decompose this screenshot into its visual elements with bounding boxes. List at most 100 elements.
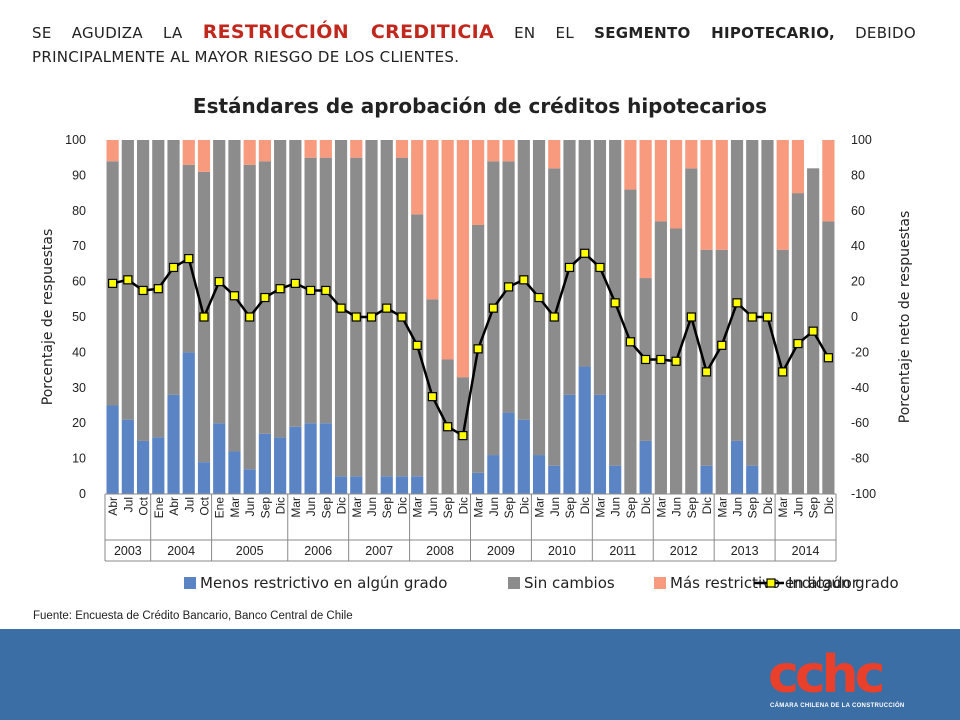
y-left-tick-label: 20 — [72, 416, 86, 430]
bar-menos-restrictivo — [411, 476, 424, 494]
x-category-label: Mar — [350, 497, 364, 518]
bar-mas-restrictivo — [776, 140, 789, 250]
footer-band: cchc CÁMARA CHILENA DE LA CONSTRUCCIÓN — [0, 629, 960, 720]
x-year-label: 2014 — [792, 544, 820, 558]
bar-sin-cambios — [746, 140, 759, 466]
x-category-label: Sep — [258, 497, 272, 519]
bar-menos-restrictivo — [563, 394, 576, 494]
x-category-label: Jun — [791, 497, 805, 516]
indicator-point — [366, 312, 377, 322]
x-category-label: Abr — [106, 497, 120, 516]
y-right-tick-label: 40 — [851, 239, 865, 253]
indicator-point — [397, 312, 407, 322]
indicator-point — [443, 422, 453, 432]
x-category-label: Mar — [289, 497, 303, 518]
bar-menos-restrictivo — [274, 437, 287, 494]
chart-title: Estándares de aprobación de créditos hip… — [193, 94, 767, 118]
bar-menos-restrictivo — [152, 437, 165, 494]
x-category-label: Sep — [563, 497, 577, 519]
y-left-tick-label: 100 — [65, 133, 86, 147]
bar-mas-restrictivo — [426, 140, 439, 300]
indicator-point — [214, 277, 224, 287]
x-category-label: Dic — [335, 497, 349, 514]
indicator-point — [351, 312, 361, 322]
y-left-tick-label: 90 — [72, 168, 86, 182]
bar-mas-restrictivo — [487, 140, 500, 162]
indicator-point — [168, 262, 179, 273]
bar-mas-restrictivo — [472, 140, 485, 225]
indicator-point — [199, 312, 209, 322]
bar-menos-restrictivo — [258, 433, 271, 494]
bar-menos-restrictivo — [700, 465, 713, 494]
logo-caption: CÁMARA CHILENA DE LA CONSTRUCCIÓN — [770, 703, 905, 709]
bar-menos-restrictivo — [593, 394, 607, 494]
x-category-label: Sep — [319, 497, 333, 519]
bar-mas-restrictivo — [700, 140, 713, 250]
bar-mas-restrictivo — [243, 140, 256, 165]
bar-menos-restrictivo — [182, 352, 195, 494]
indicator-point — [564, 262, 575, 273]
y-left-axis-title: Porcentaje de respuestas — [40, 229, 56, 406]
indicator-point — [138, 285, 148, 296]
y-left-tick-label: 70 — [72, 239, 86, 253]
bar-mas-restrictivo — [395, 140, 409, 158]
legend-label: Menos restrictivo en algún grado — [200, 574, 447, 592]
x-category-label: Dic — [639, 497, 653, 514]
y-right-tick-label: -60 — [851, 416, 869, 430]
indicator-point — [488, 303, 498, 313]
x-category-label: Jun — [426, 497, 440, 516]
x-category-label: Jul — [121, 497, 135, 512]
indicator-point — [519, 275, 529, 285]
x-year-label: 2009 — [487, 544, 515, 558]
headline-bold: segmento hipotecario, — [594, 24, 835, 42]
indicator-point — [656, 354, 666, 365]
bar-menos-restrictivo — [746, 465, 759, 494]
x-category-label: Jun — [548, 497, 562, 516]
y-left-tick-label: 50 — [72, 310, 86, 324]
bar-sin-cambios — [730, 140, 744, 441]
bar-mas-restrictivo — [456, 140, 469, 378]
y-right-tick-label: -20 — [851, 345, 869, 359]
indicator-point — [473, 344, 483, 354]
indicator-point — [290, 278, 300, 288]
bar-menos-restrictivo — [578, 366, 591, 494]
bar-menos-restrictivo — [213, 423, 226, 494]
x-category-label: Sep — [807, 497, 821, 519]
bar-menos-restrictivo — [304, 423, 317, 494]
bar-mas-restrictivo — [350, 140, 363, 158]
indicator-point — [108, 278, 118, 288]
x-year-label: 2004 — [167, 544, 195, 558]
indicator-point — [762, 312, 773, 322]
headline-highlight: restricción crediticia — [202, 21, 495, 43]
x-category-label: Jun — [487, 497, 501, 516]
bar-menos-restrictivo — [639, 440, 652, 494]
bar-mas-restrictivo — [502, 140, 515, 162]
x-category-label: Sep — [624, 497, 638, 519]
bar-mas-restrictivo — [624, 140, 637, 190]
cchc-logo: cchc CÁMARA CHILENA DE LA CONSTRUCCIÓN — [768, 649, 946, 715]
y-right-tick-label: -100 — [851, 487, 876, 501]
x-category-label: Oct — [198, 496, 212, 515]
indicator-point — [336, 303, 346, 313]
x-category-label: Jun — [609, 497, 623, 516]
x-category-label: Mar — [533, 497, 547, 518]
bar-mas-restrictivo — [822, 140, 835, 222]
logo-mark: cchc — [768, 649, 885, 701]
x-category-label: Mar — [776, 497, 790, 518]
indicator-point — [686, 312, 696, 322]
x-category-label: Abr — [167, 497, 181, 516]
x-category-label: Sep — [441, 497, 455, 519]
bar-menos-restrictivo — [243, 469, 256, 494]
indicator-point — [184, 253, 194, 264]
bar-mas-restrictivo — [106, 140, 119, 162]
bar-menos-restrictivo — [197, 462, 211, 494]
bar-sin-cambios — [715, 249, 728, 494]
bar-menos-restrictivo — [289, 426, 302, 494]
y-right-tick-label: -80 — [851, 452, 869, 466]
x-category-label: Mar — [593, 497, 607, 518]
bar-mas-restrictivo — [639, 140, 652, 279]
source-note: Fuente: Encuesta de Crédito Bancario, Ba… — [33, 610, 353, 622]
indicator-point — [260, 292, 270, 303]
legend-swatch — [654, 577, 666, 589]
y-left-tick-label: 40 — [72, 345, 86, 359]
